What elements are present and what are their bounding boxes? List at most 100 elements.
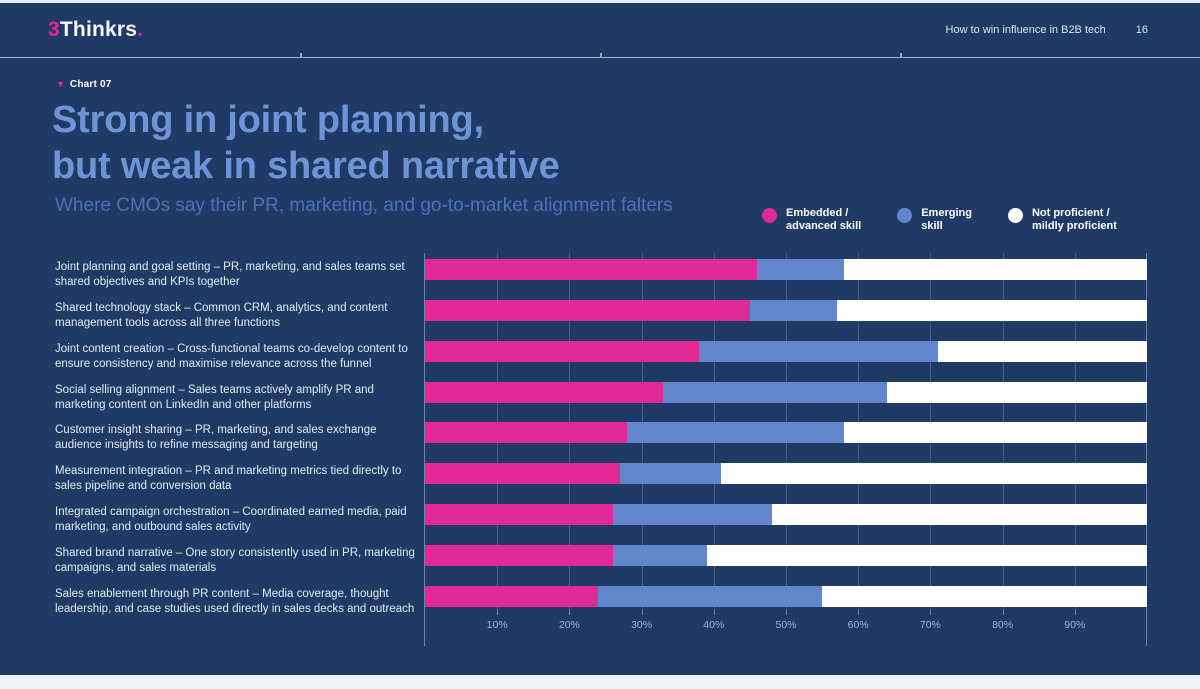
- page-title-line2: but weak in shared narrative: [52, 145, 560, 187]
- stacked-bar: [425, 422, 1147, 444]
- row-label: Sales enablement through PR content – Me…: [55, 587, 415, 615]
- chart-row: Measurement integration – PR and marketi…: [0, 463, 1200, 492]
- divider-tick: [900, 53, 902, 57]
- bar-segment-emerging: [627, 422, 844, 444]
- axis-tick-label: 10%: [486, 619, 508, 631]
- legend-label: Not proficient / mildly proficient: [1031, 207, 1117, 232]
- legend-dot-icon: [762, 208, 777, 223]
- divider-tick: [300, 53, 302, 57]
- stacked-bar: [425, 340, 1147, 362]
- bar-segment-not_proficient: [721, 463, 1147, 485]
- bar-segment-emerging: [619, 463, 722, 485]
- legend-item-emerging: Emerging skill: [897, 207, 972, 233]
- logo-prefix: 3: [48, 18, 60, 41]
- bar-segment-not_proficient: [843, 422, 1147, 444]
- bar-segment-emerging: [749, 299, 837, 321]
- row-label: Customer insight sharing – PR, marketing…: [55, 424, 377, 452]
- axis-tick-label: 20%: [558, 619, 580, 631]
- chart-row: Customer insight sharing – PR, marketing…: [0, 422, 1200, 451]
- divider-tick: [600, 53, 602, 57]
- axis-tick-label: 90%: [1064, 619, 1086, 631]
- legend-dot-icon: [1007, 208, 1023, 223]
- bar-segment-embedded: [425, 422, 628, 444]
- axis-tick: [713, 610, 715, 615]
- slide-header: 3Thinkrs. How to win influence in B2B te…: [0, 3, 1200, 57]
- axis-tick-label: 80%: [992, 619, 1014, 631]
- axis-line: [424, 253, 425, 646]
- chart-row: Shared technology stack – Common CRM, an…: [0, 299, 1200, 329]
- bar-segment-embedded: [425, 381, 664, 403]
- bar-segment-not_proficient: [843, 259, 1147, 280]
- stacked-bar: [425, 381, 1147, 403]
- row-label: Shared technology stack – Common CRM, an…: [55, 301, 388, 329]
- legend-label: Embedded / advanced skill: [786, 207, 862, 232]
- axis-tick-label: 60%: [847, 619, 869, 631]
- bar-chart: 10% 20% 30% 40% 50% 60% 70% 80% 90% Joint plannin…: [0, 253, 1200, 663]
- document-title: How to win influence in B2B tech: [945, 24, 1106, 36]
- bar-segment-embedded: [425, 340, 700, 362]
- bar-segment-emerging: [757, 259, 844, 280]
- legend-dot-icon: [897, 208, 913, 223]
- axis-tick: [569, 610, 571, 615]
- bar-segment-emerging: [612, 544, 707, 566]
- header-divider: [0, 53, 1200, 58]
- chart-row: Joint planning and goal setting – PR, ma…: [0, 259, 1200, 288]
- chart-row: Integrated campaign orchestration – Coor…: [0, 504, 1200, 533]
- axis-tick: [497, 610, 499, 615]
- bar-segment-embedded: [425, 585, 599, 607]
- bar-segment-embedded: [425, 544, 613, 566]
- axis-tick-label: 50%: [775, 619, 797, 631]
- axis-line: [1146, 253, 1147, 646]
- axis-tick: [930, 610, 932, 615]
- page-title: Strong in joint planning, but weak in sh…: [52, 97, 560, 189]
- stacked-bar: [425, 259, 1147, 280]
- page-top-strip: [0, 0, 1200, 3]
- row-label: Integrated campaign orchestration – Coor…: [55, 506, 407, 534]
- row-label: Social selling alignment – Sales teams a…: [55, 383, 374, 411]
- chart-legend: Embedded / advanced skill Emerging skill…: [762, 207, 1117, 233]
- legend-item-embedded: Embedded / advanced skill: [762, 207, 861, 233]
- legend-label: Emerging skill: [921, 207, 972, 232]
- stacked-bar: [425, 544, 1147, 566]
- axis-tick: [641, 610, 643, 615]
- chart-tag: ▼ Chart 07: [56, 79, 112, 90]
- stacked-bar: [425, 504, 1147, 526]
- axis-tick-label: 40%: [703, 619, 725, 631]
- bar-segment-not_proficient: [771, 504, 1147, 526]
- stacked-bar: [425, 585, 1147, 607]
- logo-suffix: .: [137, 18, 144, 41]
- chart-tag-label: Chart 07: [69, 79, 112, 90]
- row-label: Measurement integration – PR and marketi…: [55, 465, 402, 493]
- chart-row: Shared brand narrative – One story consi…: [0, 544, 1200, 574]
- chart-row: Sales enablement through PR content – Me…: [0, 585, 1200, 615]
- bar-segment-not_proficient: [822, 585, 1147, 607]
- bar-segment-emerging: [663, 381, 888, 403]
- stacked-bar: [425, 463, 1147, 485]
- brand-logo: 3Thinkrs.: [48, 18, 143, 42]
- axis-tick: [1002, 610, 1004, 615]
- row-label: Joint planning and goal setting – PR, ma…: [55, 261, 405, 288]
- bar-segment-embedded: [425, 299, 750, 321]
- axis-tick-label: 30%: [631, 619, 653, 631]
- bar-segment-emerging: [612, 504, 772, 526]
- triangle-marker-icon: ▼: [56, 79, 65, 89]
- bar-segment-embedded: [425, 463, 620, 485]
- slide: 3Thinkrs. How to win influence in B2B te…: [0, 3, 1200, 675]
- chart-row: Social selling alignment – Sales teams a…: [0, 381, 1200, 411]
- bar-segment-emerging: [699, 340, 938, 362]
- axis-tick: [858, 610, 860, 615]
- page-bottom-strip: [0, 675, 1200, 689]
- bar-segment-emerging: [598, 585, 823, 607]
- bar-segment-embedded: [425, 259, 758, 280]
- page-title-line1: Strong in joint planning,: [52, 99, 484, 141]
- bar-segment-not_proficient: [836, 299, 1147, 321]
- stacked-bar: [425, 299, 1147, 321]
- page-subtitle: Where CMOs say their PR, marketing, and …: [55, 195, 673, 216]
- row-label: Shared brand narrative – One story consi…: [55, 546, 415, 574]
- axis-tick: [786, 610, 787, 615]
- bar-segment-not_proficient: [937, 340, 1147, 362]
- axis-tick: [1074, 610, 1076, 615]
- logo-name: Thinkrs: [59, 18, 138, 41]
- bar-segment-embedded: [425, 504, 613, 526]
- axis-tick-label: 70%: [919, 619, 941, 631]
